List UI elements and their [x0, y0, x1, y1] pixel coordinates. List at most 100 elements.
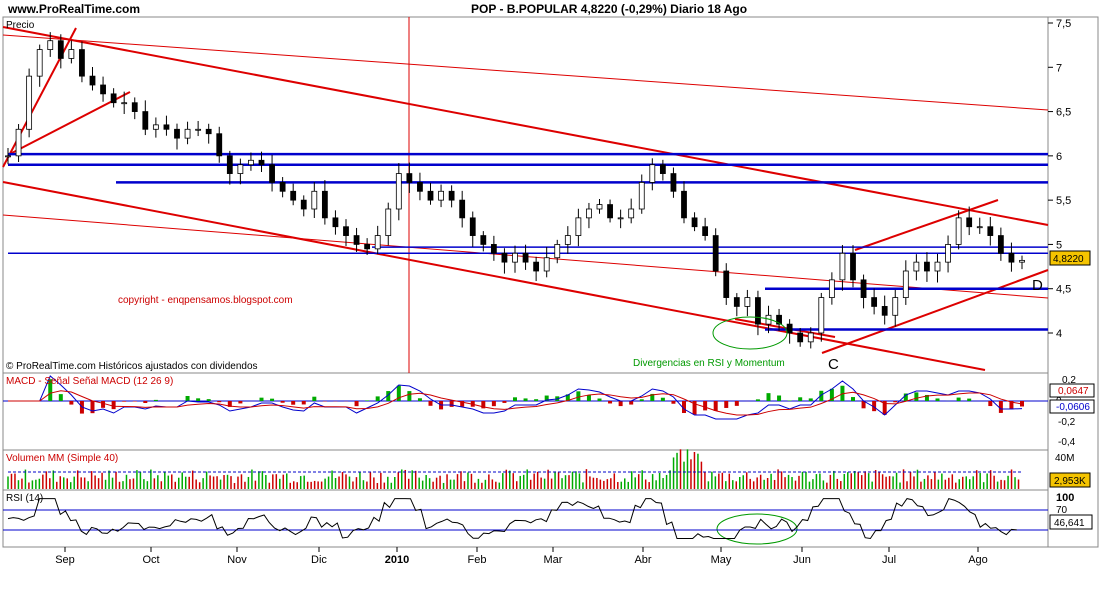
price-candle — [36, 49, 43, 77]
macd-signal-badge — [1049, 399, 1095, 414]
price-candle — [871, 297, 878, 307]
price-candle — [100, 84, 106, 95]
price-candle — [733, 297, 740, 307]
x-tick-label: Sep — [55, 554, 75, 566]
rsi-value: 46,641 — [1054, 518, 1085, 529]
price-candle — [934, 261, 941, 272]
y-axis-area — [1047, 16, 1099, 548]
price-candle — [522, 252, 529, 263]
trendline-long-upper — [2, 34, 1049, 111]
price-candle — [279, 182, 286, 192]
price-candle — [406, 173, 413, 183]
price-candle — [1008, 252, 1015, 263]
price-candle — [638, 182, 645, 210]
price-candle — [374, 235, 381, 250]
divergence-ellipse-price — [712, 316, 788, 350]
price-y-axis: 7,5 7 6,5 6 5,5 5 4,5 4 — [1048, 18, 1071, 340]
price-candle — [892, 297, 899, 316]
price-candle — [850, 252, 856, 281]
price-candle — [797, 332, 804, 343]
y-tick-label: 5 — [1056, 239, 1062, 251]
price-candle — [195, 128, 202, 131]
price-candle — [469, 217, 476, 236]
price-candle — [628, 208, 635, 219]
price-candle — [586, 208, 592, 219]
x-tick-label: 2010 — [385, 554, 409, 566]
price-candle — [26, 75, 33, 130]
price-candle — [955, 217, 962, 245]
volume-series — [7, 449, 1022, 489]
x-tick-label: Jul — [882, 554, 896, 566]
price-candle — [47, 40, 54, 50]
y-tick-label: 7,5 — [1056, 18, 1071, 30]
macd-tick-1: 0,2 — [1062, 375, 1076, 386]
price-candle — [110, 93, 117, 104]
price-candle — [163, 124, 170, 130]
price-candle — [712, 235, 719, 272]
price-candle — [554, 244, 561, 259]
price-candle — [807, 332, 814, 343]
price-candle — [966, 217, 973, 228]
price-candle — [121, 102, 128, 105]
volume-label: Volumen MM (Simple 40) — [6, 453, 118, 464]
price-candle — [543, 257, 550, 272]
rsi-value-badge — [1049, 514, 1093, 530]
price-candle — [945, 244, 951, 263]
price-candle — [649, 164, 656, 183]
price-candle — [607, 204, 613, 219]
price-candle — [924, 261, 930, 272]
price-candle — [723, 270, 730, 298]
chart-title: POP - B.POPULAR 4,8220 (-0,29%) Diario 1… — [471, 2, 748, 16]
price-series — [5, 32, 1025, 349]
y-tick-label: 5,5 — [1056, 195, 1071, 207]
price-candle — [15, 128, 22, 157]
price-candle — [353, 235, 360, 245]
price-candle — [828, 279, 835, 298]
price-candle — [237, 164, 244, 174]
price-candle — [248, 159, 254, 166]
y-tick-label: 4 — [1056, 328, 1062, 340]
price-candle — [596, 204, 603, 210]
y-tick-label: 6,5 — [1056, 107, 1071, 119]
macd-value-badge — [1049, 383, 1095, 398]
price-candle — [68, 49, 75, 59]
price-candle — [681, 190, 687, 219]
x-tick-label: Oct — [142, 554, 159, 566]
price-candle — [617, 217, 624, 220]
price-candle — [860, 279, 867, 298]
price-candle — [902, 270, 909, 298]
price-candle — [269, 164, 275, 183]
volume-tick-1: 40M — [1055, 453, 1074, 464]
price-candle — [216, 133, 223, 157]
price-candle — [438, 190, 444, 201]
x-tick-label: May — [711, 554, 732, 566]
price-candle — [321, 190, 328, 219]
macd-signal-value: -0,0606 — [1056, 402, 1090, 413]
price-candle — [755, 297, 761, 325]
divergence-annotation: Divergencias en RSI y Momentum — [633, 358, 785, 369]
volume-value-badge — [1049, 472, 1091, 488]
price-candle — [490, 244, 497, 254]
volume-panel — [2, 449, 1049, 491]
price-candle — [913, 261, 920, 272]
price-candle — [459, 199, 466, 219]
macd-series — [8, 375, 1024, 420]
volume-value: 2,953K — [1054, 476, 1086, 487]
macd-tick-3: -0,2 — [1058, 417, 1076, 428]
x-tick-label: Dic — [311, 554, 327, 566]
price-candle — [385, 208, 392, 236]
price-candle — [364, 244, 371, 250]
trendline-support-cd — [821, 269, 1049, 354]
price-candle — [427, 190, 434, 201]
price-candle — [839, 252, 846, 281]
x-tick-label: Mar — [544, 554, 563, 566]
price-candle — [417, 182, 423, 192]
macd-value: 0,0647 — [1058, 386, 1089, 397]
price-candle — [57, 40, 64, 59]
macd-signal-line — [8, 390, 1023, 416]
divergence-ellipse-rsi — [716, 513, 798, 545]
price-candle — [205, 128, 212, 135]
price-candle — [184, 128, 191, 139]
price-candle — [343, 226, 349, 236]
